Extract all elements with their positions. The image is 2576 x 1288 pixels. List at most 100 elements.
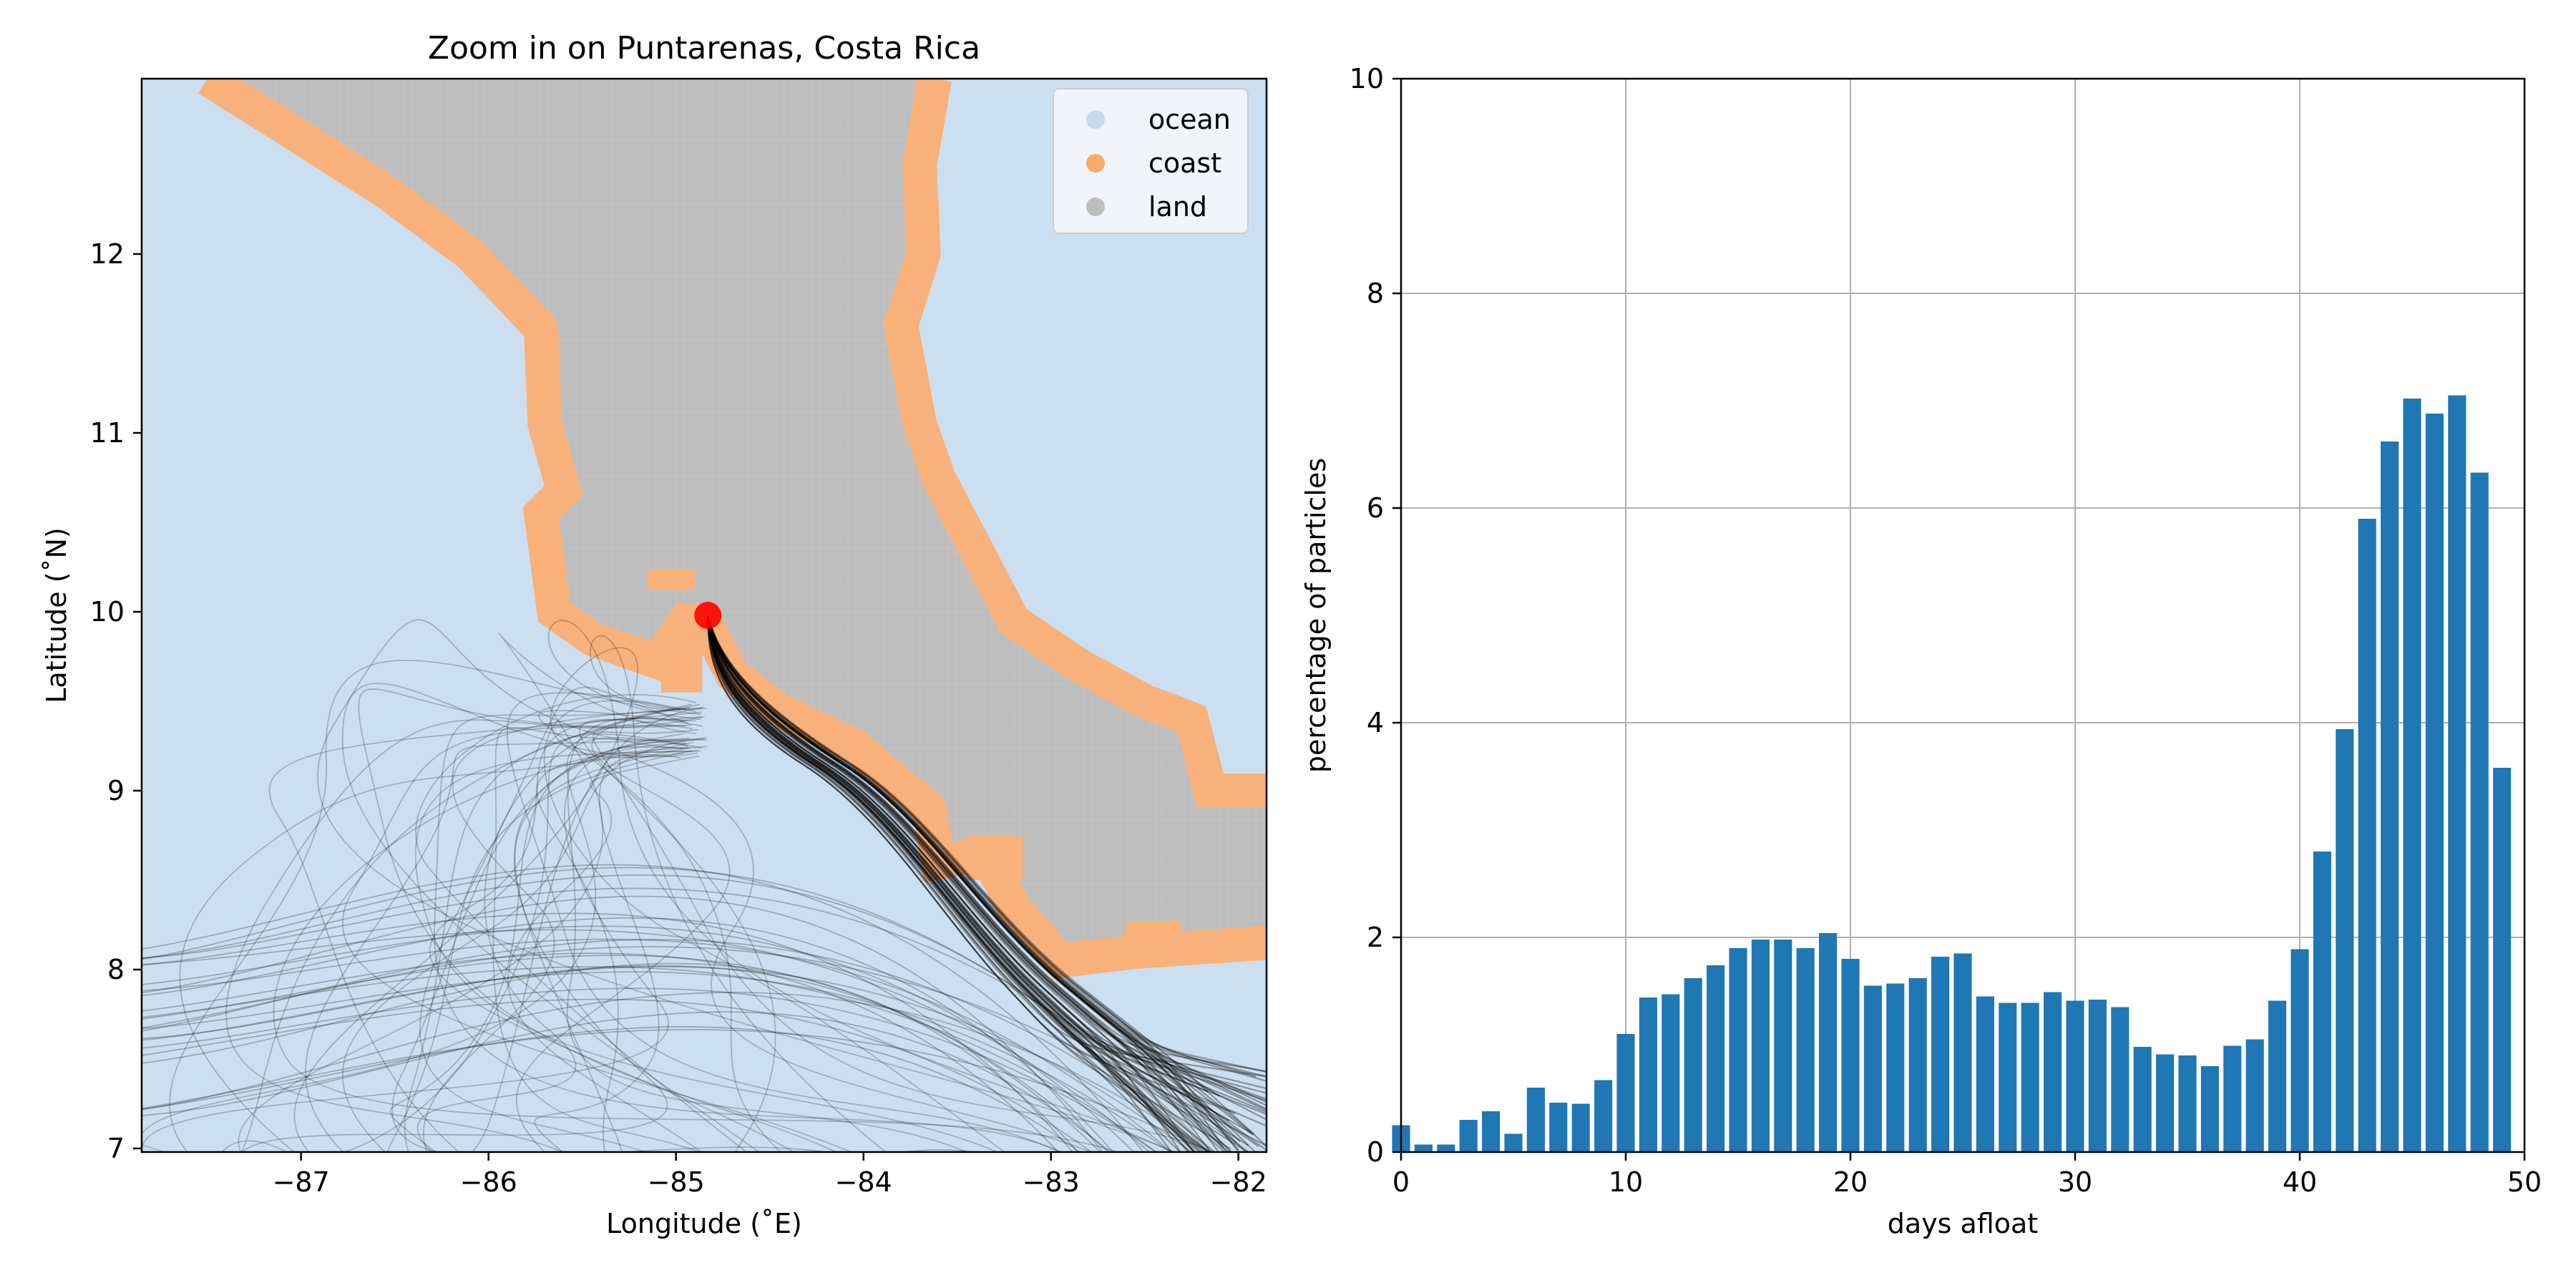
- bar-day-2: [1437, 1144, 1455, 1152]
- histogram-x-axis-label: days afloat: [1888, 1208, 2038, 1239]
- map-x-axis: −87 −86 −85 −84 −83 −82: [273, 1152, 1267, 1198]
- map-x-axis-label: Longitude (˚E): [606, 1208, 802, 1239]
- bar-day-16: [1751, 940, 1770, 1152]
- map-y-tick-label: 11: [90, 417, 125, 449]
- bar-day-40: [2290, 949, 2309, 1152]
- map-y-tick-label: 7: [107, 1133, 125, 1164]
- histogram-y-axis: 0 2 4 6 8 10: [1350, 63, 1401, 1168]
- bar-day-8: [1571, 1103, 1590, 1152]
- histogram-frame: [1400, 77, 2526, 1153]
- histogram-x-tick-label: 40: [2283, 1166, 2317, 1198]
- bar-day-11: [1639, 997, 1657, 1152]
- bar-day-28: [2021, 1002, 2039, 1152]
- coast-patch: [966, 835, 1023, 880]
- bar-day-46: [2425, 414, 2444, 1152]
- map-y-tick-label: 9: [107, 775, 125, 806]
- land-layer: [207, 79, 1267, 961]
- bar-day-45: [2403, 399, 2421, 1152]
- histogram-y-tick-label: 2: [1367, 922, 1384, 953]
- bar-day-25: [1953, 953, 1972, 1152]
- bar-day-34: [2156, 1054, 2175, 1152]
- histogram-x-axis: 0 10 20 30 40 50: [1392, 1152, 2542, 1198]
- map-x-tick-label: −82: [1210, 1166, 1267, 1198]
- histogram-y-tick-label: 6: [1367, 492, 1384, 524]
- bar-day-23: [1908, 978, 1927, 1152]
- bar-day-39: [2268, 1000, 2287, 1152]
- histogram-x-tick-label: 50: [2507, 1166, 2542, 1198]
- land-region: [207, 79, 1267, 961]
- histogram-y-tick-label: 4: [1367, 707, 1384, 738]
- histogram-y-tick-label: 8: [1367, 278, 1384, 309]
- bar-day-19: [1819, 933, 1838, 1152]
- bar-day-14: [1707, 965, 1725, 1152]
- bar-day-6: [1526, 1088, 1545, 1152]
- bar-day-36: [2200, 1066, 2219, 1152]
- bar-day-12: [1662, 994, 1680, 1152]
- map-legend: ocean coast land: [1053, 88, 1249, 234]
- bar-day-26: [1976, 996, 1994, 1152]
- bar-day-47: [2448, 395, 2467, 1152]
- map-x-tick-label: −87: [273, 1166, 330, 1198]
- bar-day-10: [1616, 1034, 1635, 1152]
- histogram-y-tick-label: 10: [1350, 63, 1384, 94]
- bar-day-7: [1549, 1103, 1568, 1152]
- bar-day-35: [2178, 1055, 2197, 1152]
- map-x-tick-label: −83: [1023, 1166, 1080, 1198]
- release-point-marker: [694, 602, 722, 629]
- map-x-tick-label: −84: [835, 1166, 892, 1198]
- bar-day-27: [1999, 1002, 2017, 1152]
- bar-day-21: [1863, 985, 1882, 1152]
- coast-patch: [660, 638, 703, 693]
- legend-label-ocean: ocean: [1148, 104, 1231, 135]
- bar-day-29: [2044, 992, 2062, 1152]
- legend-label-land: land: [1148, 191, 1207, 223]
- bar-day-32: [2111, 1007, 2129, 1152]
- coast-patch: [648, 569, 695, 590]
- map-y-axis: 7 8 9 10 11 12: [90, 238, 142, 1164]
- map-y-tick-label: 10: [90, 596, 125, 628]
- legend-label-coast: coast: [1148, 147, 1221, 179]
- bar-day-17: [1774, 940, 1792, 1152]
- bar-day-30: [2066, 1000, 2084, 1152]
- bar-day-18: [1796, 948, 1815, 1152]
- histogram-y-axis-label: percentage of particles: [1300, 458, 1332, 773]
- map-title: Zoom in on Puntarenas, Costa Rica: [428, 30, 980, 67]
- bar-day-15: [1729, 948, 1747, 1152]
- legend-marker-land: [1086, 197, 1105, 216]
- bar-day-48: [2470, 472, 2489, 1152]
- particle-trajectories: [142, 615, 1267, 1152]
- histogram-x-tick-label: 0: [1392, 1166, 1410, 1198]
- coast-patch: [1267, 1015, 1282, 1060]
- legend-marker-ocean: [1086, 110, 1105, 129]
- bar-day-33: [2133, 1047, 2152, 1152]
- bar-day-49: [2493, 768, 2512, 1152]
- bar-day-22: [1886, 983, 1905, 1152]
- bar-day-1: [1414, 1144, 1433, 1152]
- bar-day-31: [2088, 1000, 2107, 1152]
- map-y-axis-label: Latitude (˚N): [41, 527, 72, 703]
- map-x-tick-label: −85: [648, 1166, 705, 1198]
- bar-day-42: [2336, 729, 2354, 1152]
- map-frame: [140, 77, 1268, 1153]
- coast-patch: [1126, 921, 1183, 943]
- bar-day-24: [1931, 957, 1950, 1152]
- coast-layer: [197, 79, 1282, 1060]
- map-y-tick-label: 12: [90, 238, 125, 270]
- bar-day-4: [1482, 1111, 1501, 1152]
- histogram-y-tick-label: 0: [1367, 1136, 1384, 1168]
- bar-day-43: [2358, 519, 2376, 1152]
- histogram-x-tick-label: 10: [1609, 1166, 1643, 1198]
- bar-day-13: [1684, 978, 1702, 1152]
- histogram-x-tick-label: 20: [1833, 1166, 1868, 1198]
- bar-day-20: [1841, 959, 1860, 1152]
- histogram-x-tick-label: 30: [2058, 1166, 2092, 1198]
- map-x-tick-label: −86: [460, 1166, 517, 1198]
- bar-day-9: [1594, 1080, 1613, 1152]
- legend-marker-coast: [1086, 154, 1105, 172]
- map-panel: Zoom in on Puntarenas, Costa Rica −87 −86…: [41, 30, 1282, 1239]
- bar-day-3: [1459, 1120, 1478, 1152]
- histogram-panel: 0 10 20 30 40 50 0 2 4 6 8 10 days afloat percenta…: [1300, 63, 2542, 1239]
- bar-day-41: [2313, 852, 2331, 1152]
- bar-day-38: [2245, 1039, 2264, 1152]
